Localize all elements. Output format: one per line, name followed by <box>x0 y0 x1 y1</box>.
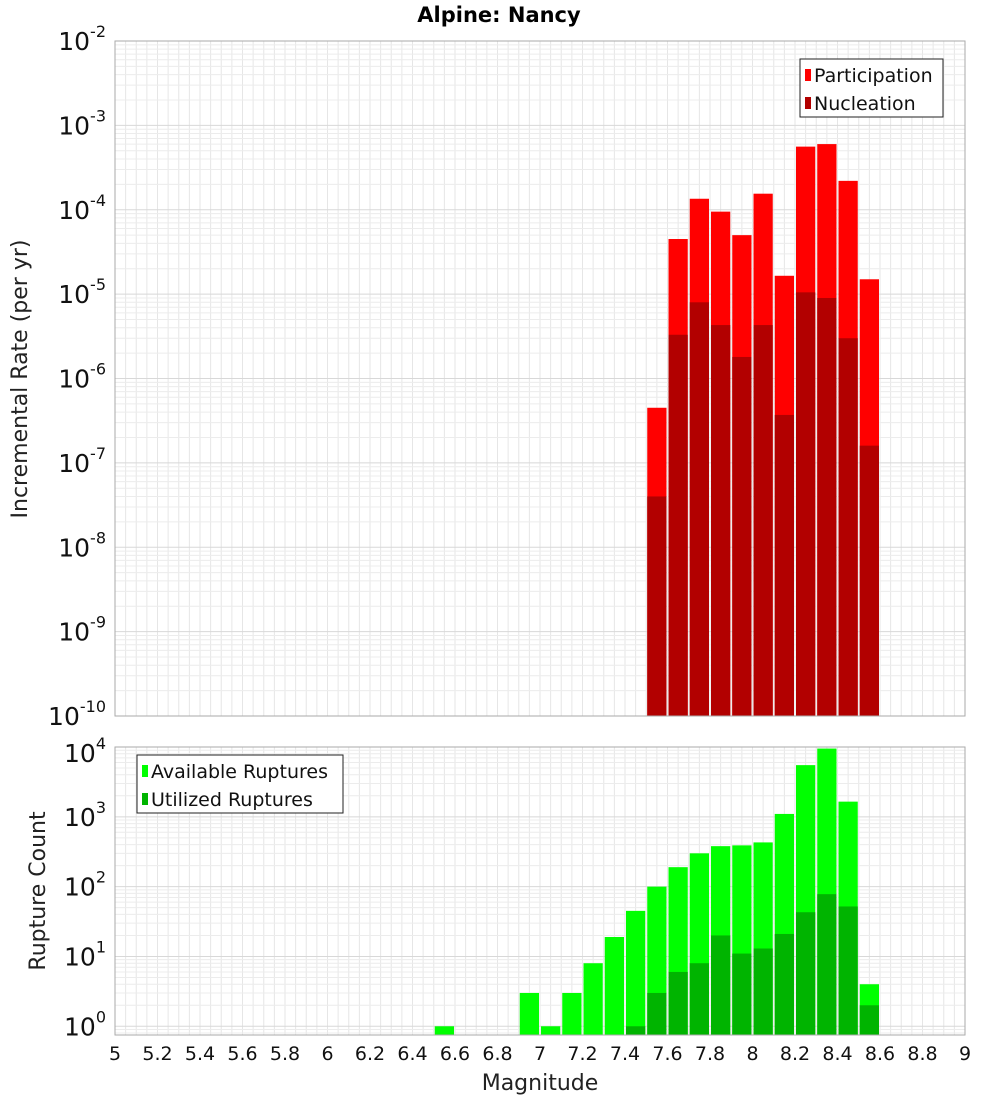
x-tick-label: 8 <box>746 1043 758 1065</box>
bar-nucleation <box>838 338 858 716</box>
bottom-y-tick-label: 103 <box>64 798 106 832</box>
x-tick-label: 6.4 <box>397 1043 427 1065</box>
chart-title: Alpine: Nancy <box>417 3 581 27</box>
bottom-y-tick-label: 101 <box>64 937 106 971</box>
top-y-tick-label: 10-8 <box>58 528 106 562</box>
bar-nucleation <box>689 302 709 716</box>
x-tick-label: 5.8 <box>270 1043 300 1065</box>
bar-available-ruptures <box>541 1026 561 1035</box>
x-tick-label: 8.2 <box>780 1043 810 1065</box>
top-grid <box>114 41 966 717</box>
legend-swatch <box>805 97 811 109</box>
legend-swatch <box>142 793 148 805</box>
legend-label: Participation <box>814 65 933 87</box>
bar-available-ruptures <box>562 992 582 1035</box>
bar-utilized-ruptures <box>626 1026 646 1035</box>
x-tick-label: 5 <box>109 1043 121 1065</box>
series-nucleation <box>647 292 879 716</box>
bar-nucleation <box>711 325 731 716</box>
x-tick-label: 8.6 <box>865 1043 895 1065</box>
bar-available-ruptures <box>626 910 646 1035</box>
bar-nucleation <box>817 297 837 716</box>
x-tick-label: 6.8 <box>482 1043 512 1065</box>
bar-utilized-ruptures <box>647 992 667 1035</box>
x-tick-label: 7.2 <box>567 1043 597 1065</box>
top-y-tick-label: 10-2 <box>58 22 106 56</box>
x-tick-label: 8.4 <box>822 1043 852 1065</box>
bottom-plot-frame <box>114 746 966 1036</box>
bottom-y-tick-label: 102 <box>64 868 106 902</box>
top-y-tick-label: 10-6 <box>58 360 106 394</box>
bar-available-ruptures <box>434 1026 454 1035</box>
bar-utilized-ruptures <box>753 948 773 1035</box>
bar-nucleation <box>668 334 688 716</box>
bottom-y-tick-label: 104 <box>64 734 106 768</box>
top-y-tick-label: 10-9 <box>58 613 106 647</box>
top-legend-box <box>799 58 944 118</box>
bar-nucleation <box>774 414 794 716</box>
bar-nucleation <box>647 496 667 716</box>
x-tick-label: 5.6 <box>227 1043 257 1065</box>
bar-nucleation <box>732 356 752 716</box>
legend-swatch <box>805 69 811 81</box>
x-tick-label: 7.4 <box>610 1043 640 1065</box>
x-tick-label: 8.8 <box>907 1043 937 1065</box>
x-axis-label: Magnitude <box>482 1071 599 1096</box>
bar-available-ruptures <box>519 992 539 1035</box>
x-tick-label: 7 <box>534 1043 546 1065</box>
top-legend: Participation Nucleation <box>799 58 944 118</box>
bar-utilized-ruptures <box>817 894 837 1035</box>
x-tick-label: 5.2 <box>142 1043 172 1065</box>
bar-utilized-ruptures <box>689 963 709 1035</box>
x-tick-label: 7.6 <box>652 1043 682 1065</box>
top-y-axis-label: Incremental Rate (per yr) <box>8 240 33 519</box>
x-tick-label: 6.6 <box>440 1043 470 1065</box>
bar-nucleation <box>796 292 816 716</box>
legend-label: Nucleation <box>814 93 916 115</box>
bar-utilized-ruptures <box>796 912 816 1035</box>
x-tick-label: 9 <box>959 1043 971 1065</box>
bar-utilized-ruptures <box>774 933 794 1035</box>
bar-nucleation <box>859 445 879 716</box>
top-y-tick-label: 10-10 <box>48 697 106 731</box>
bar-utilized-ruptures <box>732 953 752 1035</box>
bottom-legend: Available Ruptures Utilized Ruptures <box>136 754 344 814</box>
top-y-tick-label: 10-4 <box>58 191 106 225</box>
bar-available-ruptures <box>604 936 624 1035</box>
bottom-y-axis-label: Rupture Count <box>26 811 51 971</box>
x-tick-label: 6.2 <box>355 1043 385 1065</box>
legend-label: Available Ruptures <box>151 761 328 783</box>
x-tick-label: 6 <box>321 1043 333 1065</box>
top-y-tick-label: 10-3 <box>58 106 106 140</box>
bar-utilized-ruptures <box>838 906 858 1035</box>
bar-utilized-ruptures <box>668 971 688 1035</box>
bar-available-ruptures <box>583 963 603 1035</box>
top-y-tick-label: 10-7 <box>58 444 106 478</box>
top-y-tick-label: 10-5 <box>58 275 106 309</box>
series-utilized-ruptures <box>626 894 879 1035</box>
x-tick-label: 5.4 <box>185 1043 215 1065</box>
bottom-y-tick-label: 100 <box>64 1007 106 1041</box>
x-tick-label: 7.8 <box>695 1043 725 1065</box>
bar-nucleation <box>753 325 773 716</box>
top-plot-frame <box>114 40 966 717</box>
legend-label: Utilized Ruptures <box>151 789 313 811</box>
bottom-legend-box <box>136 754 344 814</box>
bar-utilized-ruptures <box>859 1005 879 1035</box>
bar-utilized-ruptures <box>711 935 731 1035</box>
legend-swatch <box>142 765 148 777</box>
